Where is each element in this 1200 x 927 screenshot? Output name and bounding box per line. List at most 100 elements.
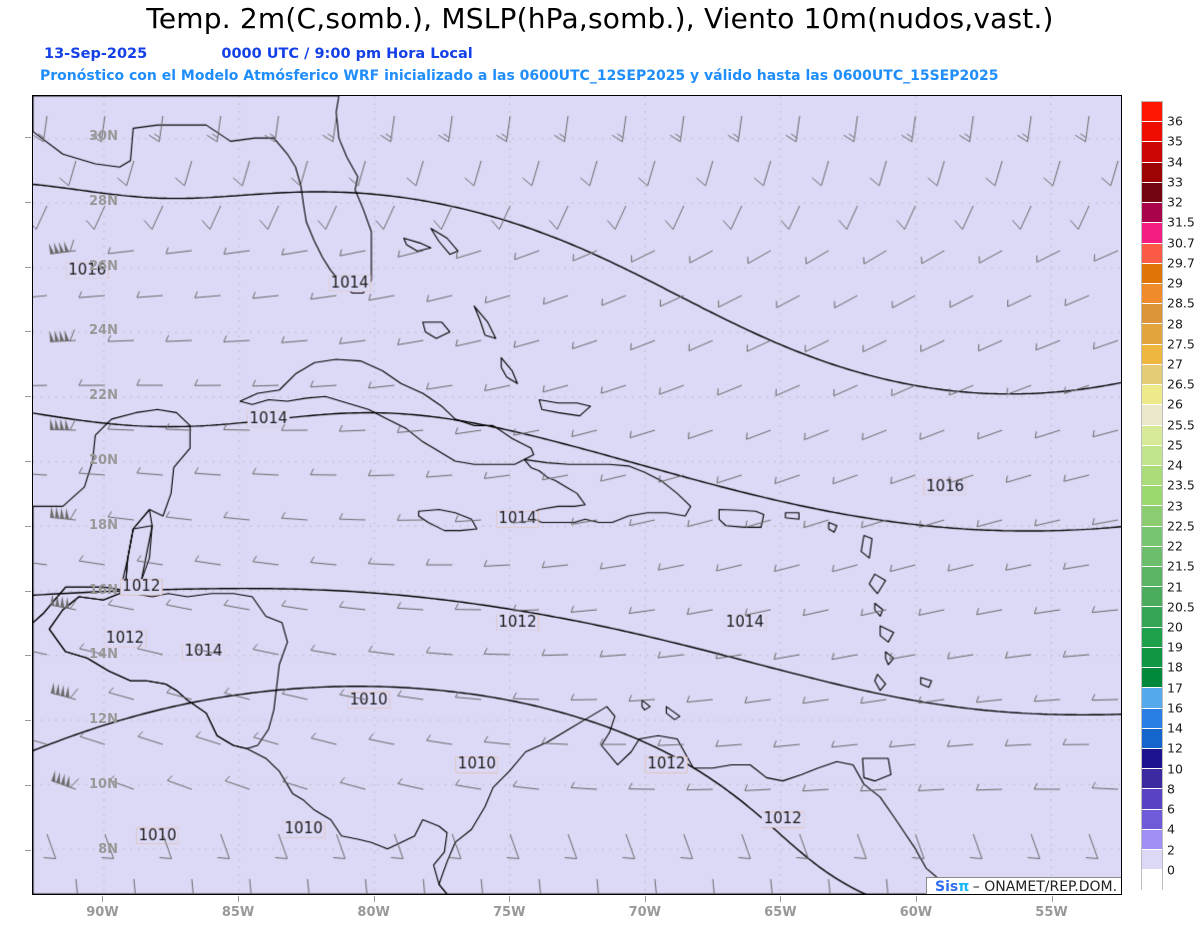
- attribution-org: – ONAMET/REP.DOM.: [972, 879, 1118, 895]
- colorbar-swatch: [1142, 829, 1162, 851]
- colorbar-tick-label: 23: [1167, 498, 1183, 514]
- colorbar-swatch: [1142, 324, 1162, 345]
- x-tick-mark: [509, 896, 511, 902]
- colorbar-swatch: [1142, 304, 1162, 325]
- y-tick-label: 22N: [89, 388, 118, 404]
- colorbar-tick-label: 28.5: [1167, 295, 1195, 311]
- colorbar-tick-label: 16: [1167, 700, 1183, 716]
- x-tick-label: 90W: [86, 905, 119, 920]
- y-tick-mark: [25, 266, 31, 268]
- colorbar-tick-label: 22: [1167, 538, 1183, 554]
- colorbar-swatch: [1142, 668, 1162, 689]
- colorbar-tick-label: 29: [1167, 275, 1183, 291]
- sistt-logo-tt: π: [958, 879, 969, 895]
- colorbar-tick-label: 17: [1167, 680, 1183, 696]
- colorbar-swatch: [1142, 203, 1162, 224]
- x-tick-mark: [915, 896, 917, 902]
- colorbar-swatch: [1142, 283, 1162, 305]
- y-tick-label: 28N: [89, 193, 118, 209]
- colorbar-swatch: [1142, 243, 1162, 264]
- colorbar-swatch: [1142, 102, 1162, 123]
- colorbar-tick-label: 18: [1167, 659, 1183, 675]
- y-tick-mark: [25, 460, 31, 462]
- colorbar-swatch: [1142, 647, 1162, 669]
- map-plot-area[interactable]: Sisπ – ONAMET/REP.DOM.: [32, 95, 1122, 895]
- colorbar-swatch: [1142, 122, 1162, 143]
- x-tick-label: 75W: [492, 905, 526, 920]
- y-tick-label: 24N: [89, 323, 118, 339]
- colorbar-swatch: [1142, 627, 1162, 648]
- y-tick-mark: [25, 590, 31, 592]
- y-tick-label: 16N: [89, 582, 118, 598]
- colorbar-tick-label: 22.5: [1167, 518, 1195, 534]
- colorbar-swatch: [1142, 769, 1162, 790]
- colorbar-swatch: [1142, 364, 1162, 386]
- x-tick-mark: [1051, 896, 1053, 902]
- colorbar-tick-label: 6: [1167, 801, 1175, 817]
- y-tick-label: 18N: [89, 517, 118, 533]
- colorbar-tick-label: 2: [1167, 842, 1175, 858]
- colorbar-swatch: [1142, 708, 1162, 729]
- colorbar-swatch: [1142, 344, 1162, 365]
- forecast-time: 0000 UTC / 9:00 pm Hora Local: [221, 46, 473, 62]
- forecast-date: 13-Sep-2025: [44, 46, 148, 62]
- y-tick-mark: [25, 396, 31, 398]
- colorbar-tick-label: 32: [1167, 194, 1183, 210]
- colorbar-swatch: [1142, 749, 1162, 770]
- x-tick-label: 80W: [357, 905, 390, 920]
- colorbar-tick-label: 36: [1167, 113, 1183, 129]
- colorbar-tick-label: 26.5: [1167, 376, 1195, 392]
- colorbar-tick-label: 35: [1167, 133, 1183, 149]
- colorbar-swatch: [1142, 385, 1162, 406]
- attribution-badge: Sisπ – ONAMET/REP.DOM.: [926, 877, 1121, 895]
- colorbar-tick-label: 31.5: [1167, 214, 1195, 230]
- x-tick-label: 60W: [899, 905, 933, 920]
- colorbar-tick-label: 10: [1167, 761, 1183, 777]
- x-tick-mark: [644, 896, 646, 902]
- colorbar-tick-label: 25: [1167, 437, 1183, 453]
- colorbar-tick-label: 26: [1167, 396, 1183, 412]
- y-tick-label: 8N: [98, 841, 118, 857]
- colorbar-swatch: [1142, 526, 1162, 547]
- colorbar-swatch: [1142, 607, 1162, 628]
- y-tick-mark: [25, 331, 31, 333]
- colorbar-tick-label: 29.7: [1167, 255, 1195, 271]
- colorbar-tick-label: 30.7: [1167, 235, 1195, 251]
- x-tick-mark: [780, 896, 782, 902]
- colorbar-tick-label: 8: [1167, 781, 1175, 797]
- colorbar-swatch: [1142, 223, 1162, 244]
- colorbar-tick-label: 27: [1167, 356, 1183, 372]
- colorbar-swatch: [1142, 486, 1162, 507]
- colorbar-swatch: [1142, 587, 1162, 608]
- colorbar-swatch: [1142, 182, 1162, 204]
- colorbar-swatch: [1142, 142, 1162, 163]
- y-tick-label: 30N: [89, 129, 118, 145]
- x-tick-label: 65W: [764, 905, 797, 920]
- colorbar-tick-label: 33: [1167, 174, 1183, 190]
- colorbar-tick-label: 21.5: [1167, 558, 1195, 574]
- colorbar-tick-label: 14: [1167, 720, 1183, 736]
- colorbar-tick-label: 4: [1167, 821, 1175, 837]
- colorbar-tick-label: 24: [1167, 457, 1183, 473]
- colorbar-swatch: [1142, 465, 1162, 487]
- colorbar-tick-label: 0: [1167, 862, 1175, 878]
- forecast-datetime: 13-Sep-2025 0000 UTC / 9:00 pm Hora Loca…: [44, 46, 473, 62]
- y-tick-mark: [25, 849, 31, 851]
- page-title: Temp. 2m(C,somb.), MSLP(hPa,somb.), Vien…: [146, 2, 1054, 35]
- colorbar-tick-label: 23.5: [1167, 477, 1195, 493]
- model-note: Pronóstico con el Modelo Atmósferico WRF…: [40, 68, 999, 84]
- colorbar-tick-label: 20: [1167, 619, 1183, 635]
- colorbar-swatch: [1142, 506, 1162, 527]
- colorbar-tick-label: 27.5: [1167, 336, 1195, 352]
- colorbar-tick-label: 25.5: [1167, 417, 1195, 433]
- y-tick-label: 14N: [89, 647, 118, 663]
- colorbar-tick-label: 21: [1167, 579, 1183, 595]
- colorbar-swatch: [1142, 809, 1162, 830]
- colorbar-tick-label: 28: [1167, 316, 1183, 332]
- y-tick-label: 12N: [89, 712, 118, 728]
- y-tick-mark: [25, 201, 31, 203]
- colorbar-swatch: [1142, 728, 1162, 749]
- x-tick-label: 85W: [221, 905, 255, 920]
- colorbar-tick-label: 34: [1167, 154, 1183, 170]
